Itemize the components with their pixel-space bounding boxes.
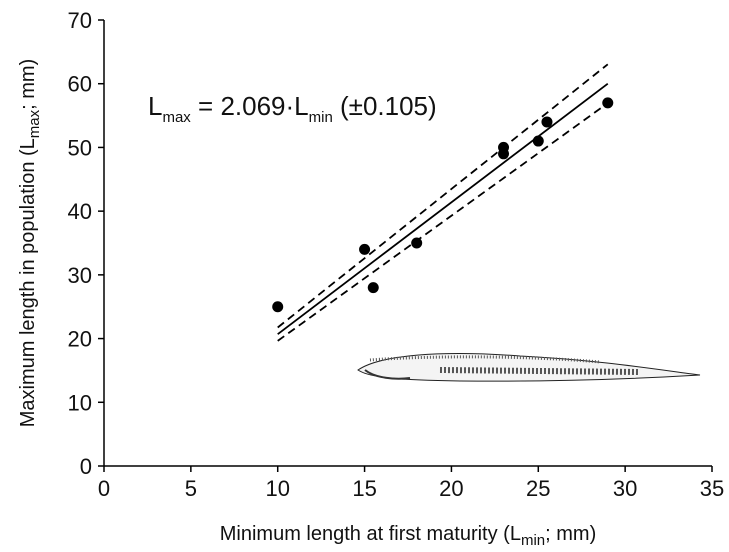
eq-part: L [148, 91, 162, 121]
y-tick-label: 60 [68, 72, 92, 97]
data-point [498, 148, 509, 159]
label-part: Maximum length in population (L [17, 138, 39, 427]
label-part: Minimum length at first maturity (L [220, 523, 521, 545]
fit-lower-bound [278, 103, 608, 341]
x-tick-label: 20 [439, 476, 463, 501]
x-tick-label: 25 [526, 476, 550, 501]
y-tick-label: 40 [68, 199, 92, 224]
y-axis-label: Maximum length in population (Lmax; mm) [17, 59, 43, 427]
label-part: ; mm) [17, 59, 39, 110]
data-point [368, 282, 379, 293]
y-tick-label: 30 [68, 263, 92, 288]
x-axis-label: Minimum length at first maturity (Lmin; … [220, 523, 596, 549]
data-point [272, 301, 283, 312]
data-point [541, 116, 552, 127]
x-tick-label: 30 [613, 476, 637, 501]
eq-part: (±0.105) [333, 91, 437, 121]
y-tick-label: 50 [68, 135, 92, 160]
y-tick-label: 70 [68, 8, 92, 33]
fit-upper-bound [278, 64, 608, 327]
y-tick-label: 20 [68, 327, 92, 352]
y-tick-label: 10 [68, 390, 92, 415]
x-tick-label: 0 [98, 476, 110, 501]
x-tick-label: 35 [700, 476, 724, 501]
eq-part: max [162, 109, 191, 126]
equation: Lmax = 2.069·Lmin (±0.105) [148, 91, 437, 126]
data-point [602, 97, 613, 108]
data-point [533, 136, 544, 147]
label-part: min [521, 532, 545, 549]
label-part: max [26, 109, 43, 138]
eq-part: min [309, 109, 333, 126]
eq-part: = 2.069·L [191, 91, 309, 121]
data-point [411, 238, 422, 249]
x-tick-label: 5 [185, 476, 197, 501]
y-tick-label: 0 [80, 454, 92, 479]
x-tick-label: 15 [352, 476, 376, 501]
label-part: ; mm) [545, 523, 596, 545]
data-point [359, 244, 370, 255]
x-tick-label: 10 [265, 476, 289, 501]
fish-illustration [358, 354, 700, 382]
